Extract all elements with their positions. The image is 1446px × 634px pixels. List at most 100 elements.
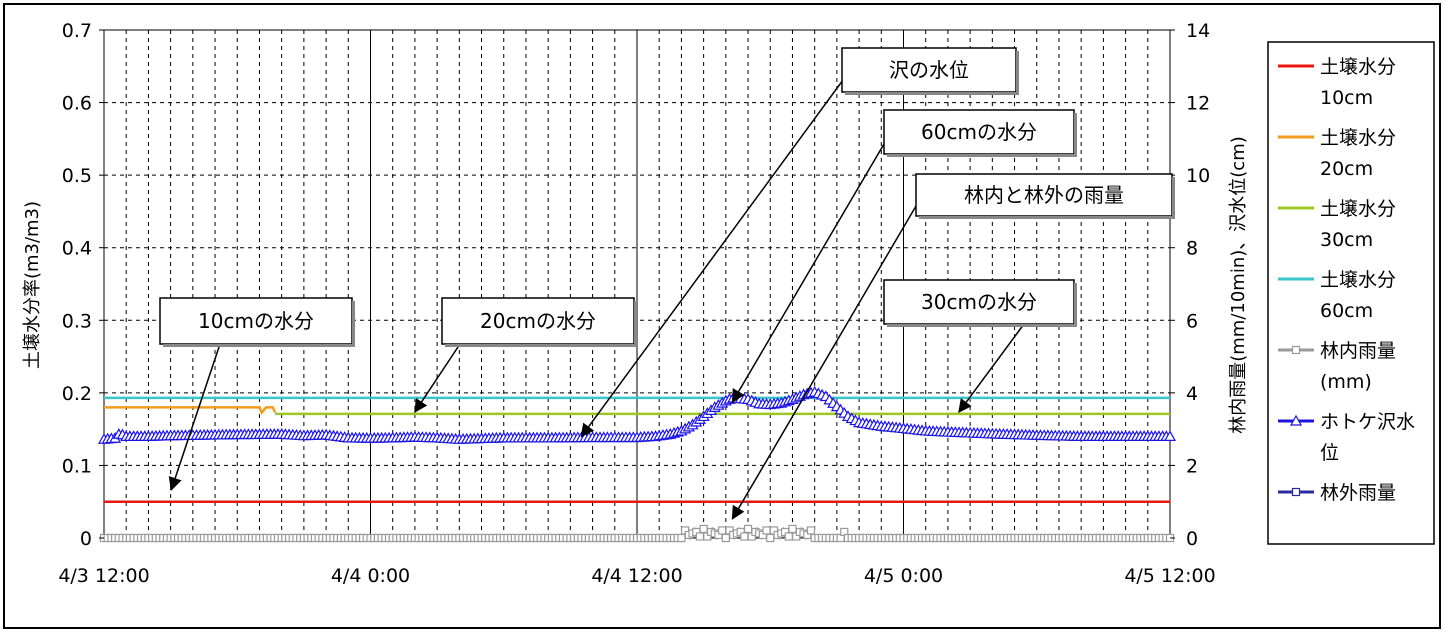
callout: 20cmの水分 [414,297,637,414]
legend-label: 土壌水分 [1320,198,1396,220]
x-tick-label: 4/5 12:00 [1124,565,1215,587]
y-right-tick-label: 0 [1186,528,1198,550]
y-left-axis-title: 土壌水分率(m3/m3) [22,201,43,369]
x-tick-label: 4/4 0:00 [331,565,410,587]
callout-shadow [887,154,1077,157]
callout-label: 60cmの水分 [921,120,1037,144]
series-line [104,406,277,415]
y-left-tick-label: 0 [80,528,92,550]
series-土壌水分 20cm [104,406,277,415]
legend-label: 林内雨量 [1320,340,1396,362]
legend-label-line2: 30cm [1320,229,1373,251]
callout-shadow [445,344,637,347]
callout-arrow [731,143,885,404]
series-ホトケ沢水位 [97,385,1177,444]
legend-item: 土壌水分 60cm [1278,269,1396,322]
y-left-tick-label: 0.7 [62,20,92,42]
y-right-axis-title: 林内雨量(mm/10min)、沢水位(cm) [1228,136,1249,434]
callout: 10cmの水分 [159,297,355,491]
series-point [788,524,797,534]
callout-arrow [414,343,461,414]
callout-shadow [887,324,1077,327]
legend-label: 土壌水分 [1320,269,1396,291]
x-tick-label: 4/5 0:00 [864,565,943,587]
y-left-tick-label: 0.5 [62,165,92,187]
legend-label-line2: 60cm [1320,300,1373,322]
callout: 沢の水位 [580,47,1019,438]
legend: 土壌水分 10cm 土壌水分 20cm 土壌水分 30cm 土壌水分 60cm 林内雨量 (mm)… [1267,41,1435,545]
series-point [762,526,771,535]
series-林内雨量 (mm) [99,524,1175,543]
callout-shadow [352,301,355,347]
callout-arrow [168,343,221,491]
callout-shadow [1172,177,1175,219]
callout-label: 30cmの水分 [921,290,1037,314]
series-point [1163,430,1177,441]
legend-label-line2: (mm) [1320,371,1372,393]
series-point [699,524,708,534]
y-left-ticks: 0 0.1 0.2 0.3 0.4 0.5 0.6 0.7 [62,20,104,550]
legend-label-line2: 20cm [1320,158,1373,180]
x-tick-label: 4/3 12:00 [58,565,149,587]
callout-shadow [845,92,1019,95]
series-point [718,526,727,535]
legend-label-line2: 位 [1320,442,1339,464]
y-right-tick-label: 12 [1186,93,1210,115]
y-right-ticks: 0 2 4 6 8 10 12 14 [1170,20,1210,550]
y-right-tick-label: 4 [1186,383,1198,405]
series-point [743,524,753,534]
callout-arrow [580,79,844,438]
callout-box [159,297,353,345]
legend-marker [1291,345,1301,355]
series-point [721,533,730,543]
y-right-tick-label: 14 [1186,20,1210,42]
legend-item: 土壌水分 20cm [1278,127,1396,180]
y-left-tick-label: 0.1 [62,455,92,477]
callout-box [883,279,1075,325]
series-point [784,532,793,541]
callout-box [915,173,1173,217]
callout: 60cmの水分 [731,109,1077,404]
callout-shadow [1016,51,1019,95]
series-point [806,526,816,535]
callout-label: 沢の水位 [889,58,969,82]
x-ticks: 4/3 12:00 4/4 0:00 4/4 12:00 4/5 0:00 4/5 12… [58,565,1215,587]
callout-arrow [958,323,1025,413]
callout-shadow [1074,113,1077,157]
legend-marker [1289,414,1303,426]
series-point [740,532,749,541]
legend-item: 土壌水分 10cm [1278,56,1396,109]
y-left-tick-label: 0.6 [62,93,92,115]
y-right-tick-label: 6 [1186,310,1198,332]
series-layer [97,385,1177,543]
series-point [695,532,705,541]
legend-marker [1291,487,1301,497]
legend-item: 土壌水分 30cm [1278,198,1396,251]
y-left-tick-label: 0.3 [62,310,92,332]
callout: 30cmの水分 [883,279,1077,413]
legend-label: 林外雨量 [1320,482,1396,504]
callout: 林内と林外の雨量 [731,173,1175,520]
callout-label: 20cmの水分 [480,309,596,333]
y-right-tick-label: 8 [1186,238,1198,260]
callout-label: 林内と林外の雨量 [964,183,1124,207]
legend-label: ホトケ沢水 [1320,411,1415,433]
callout-shadow [634,301,637,347]
callout-shadow [1074,283,1077,327]
series-point [766,533,775,543]
legend-item: 林外雨量 [1278,482,1396,504]
y-right-tick-label: 10 [1186,165,1210,187]
callout-arrow [731,205,917,520]
legend-label: 土壌水分 [1320,56,1396,78]
series-point [677,533,686,543]
y-right-tick-label: 2 [1186,455,1198,477]
legend-box [1267,41,1435,545]
callout-shadow [919,216,1175,219]
y-left-tick-label: 0.4 [62,238,92,260]
y-left-tick-label: 0.2 [62,383,92,405]
callout-label: 10cmの水分 [198,309,314,333]
callout-shadow [163,344,355,347]
